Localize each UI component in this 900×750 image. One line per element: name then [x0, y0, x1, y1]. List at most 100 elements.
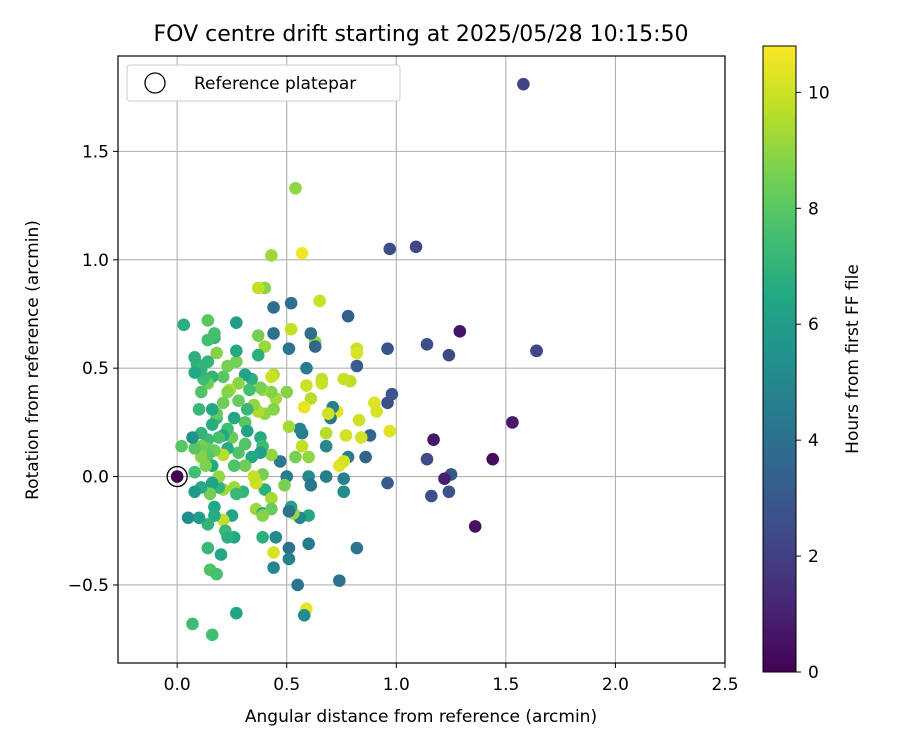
data-point — [238, 368, 252, 381]
x-tick-label: 0.0 — [164, 675, 191, 695]
data-point — [297, 609, 311, 622]
data-point — [381, 342, 394, 355]
data-point — [282, 342, 296, 355]
data-point — [383, 242, 397, 256]
colorbar-label: Hours from first FF file — [843, 264, 863, 454]
data-point — [282, 504, 296, 518]
data-point — [284, 296, 298, 310]
chart-title: FOV centre drift starting at 2025/05/28 … — [154, 22, 689, 47]
data-point — [251, 329, 265, 342]
y-tick-label: 1.0 — [82, 251, 109, 271]
data-point — [267, 301, 280, 314]
data-point — [284, 322, 298, 336]
data-point — [337, 372, 351, 386]
data-point — [341, 309, 355, 323]
colorbar-tick-label: 4 — [808, 431, 819, 451]
data-point — [256, 509, 269, 522]
x-tick-label: 1.5 — [492, 675, 519, 695]
colorbar: 0 2 4 6 8 10 Hours from first FF file — [762, 45, 863, 683]
data-point — [203, 487, 217, 501]
data-point — [506, 416, 519, 429]
data-point — [295, 439, 309, 453]
x-axis-label: Angular distance from reference (arcmin) — [245, 707, 597, 727]
data-point — [267, 546, 280, 559]
data-point — [370, 405, 383, 418]
data-point — [251, 348, 265, 362]
data-point — [194, 385, 208, 399]
data-point — [238, 459, 252, 473]
data-point — [192, 511, 206, 525]
data-point — [230, 606, 243, 620]
data-points — [170, 77, 543, 642]
data-point — [409, 240, 423, 254]
data-point — [254, 381, 267, 394]
data-point — [188, 485, 201, 499]
data-point — [319, 470, 333, 483]
colorbar-ticks: 0 2 4 6 8 10 — [796, 83, 830, 683]
reference-marker — [166, 465, 188, 488]
data-point — [291, 578, 304, 592]
data-point — [216, 396, 230, 410]
data-point — [468, 520, 482, 533]
data-point — [251, 281, 265, 295]
data-point — [442, 348, 456, 362]
data-point — [177, 318, 191, 332]
data-point — [240, 424, 254, 438]
data-point — [227, 411, 241, 425]
data-point — [175, 439, 188, 453]
legend: Reference platepar — [126, 64, 401, 102]
data-point — [247, 470, 261, 483]
data-point — [238, 437, 252, 451]
data-point — [315, 377, 329, 390]
data-point — [333, 459, 346, 473]
data-point — [339, 429, 353, 442]
data-point — [273, 455, 287, 468]
data-point — [212, 431, 226, 444]
data-point — [453, 325, 467, 338]
data-point — [214, 548, 228, 561]
data-point — [221, 385, 234, 399]
data-point — [232, 446, 245, 460]
data-point — [337, 472, 351, 486]
legend-marker — [144, 72, 166, 94]
data-point — [319, 439, 333, 453]
data-point — [282, 420, 296, 434]
data-point — [265, 370, 278, 384]
data-point — [210, 346, 223, 360]
data-point — [221, 359, 234, 373]
x-tick-label: 2.0 — [602, 675, 629, 695]
data-point — [300, 379, 313, 392]
data-point — [265, 448, 278, 462]
data-point — [194, 450, 208, 464]
data-point — [265, 249, 278, 262]
data-point — [289, 181, 302, 195]
data-point — [295, 246, 309, 260]
data-point — [486, 452, 500, 466]
data-point — [278, 478, 291, 492]
data-point — [300, 361, 313, 375]
data-point — [319, 426, 333, 440]
data-point — [282, 552, 296, 566]
data-point — [425, 489, 438, 503]
data-point — [265, 502, 278, 516]
colorbar-tick-label: 10 — [808, 83, 830, 103]
data-point — [258, 483, 272, 496]
data-point — [245, 450, 258, 464]
data-point — [337, 485, 351, 499]
data-point — [227, 459, 241, 473]
data-point — [188, 442, 201, 455]
data-point — [205, 628, 219, 642]
data-point — [170, 470, 184, 483]
data-point — [350, 541, 364, 555]
data-point — [205, 403, 219, 416]
data-point — [313, 294, 326, 308]
data-point — [201, 355, 215, 368]
x-tick-label: 0.5 — [273, 675, 300, 695]
legend-box — [126, 64, 401, 102]
data-point — [192, 403, 206, 416]
data-point — [517, 77, 530, 91]
data-point — [210, 567, 223, 581]
data-point — [438, 472, 451, 486]
data-point — [293, 422, 307, 436]
